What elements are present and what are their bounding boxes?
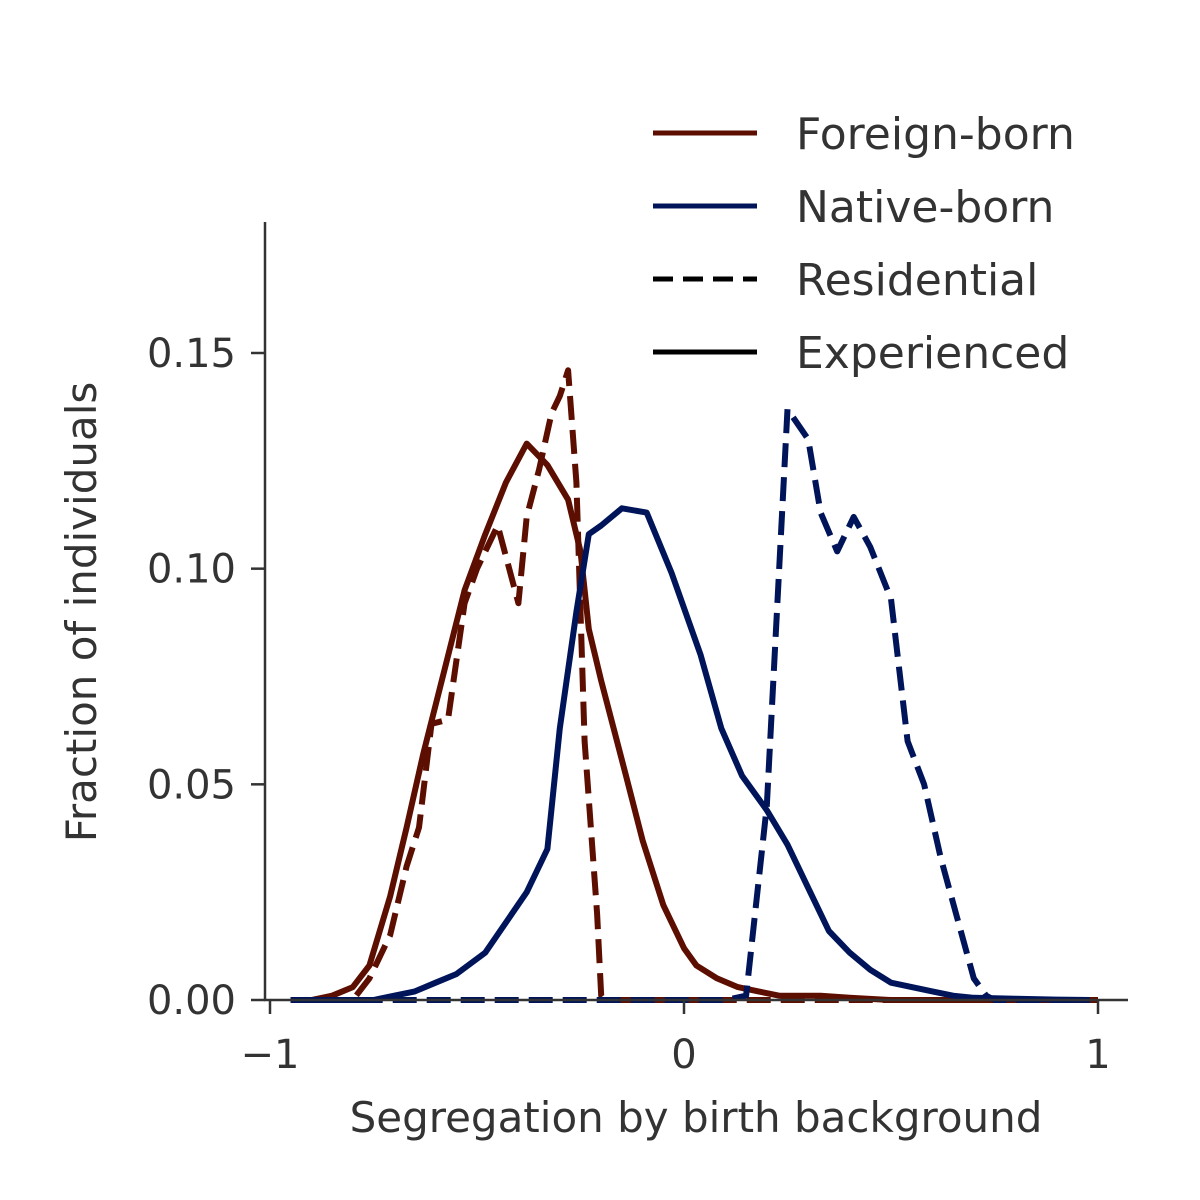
legend-label: Native-born: [796, 182, 1054, 233]
legend-entry: Native-born: [653, 182, 1054, 233]
legend-entry: Residential: [653, 255, 1038, 306]
legend-label: Experienced: [796, 328, 1069, 379]
foreign-born-experienced-line: [290, 440, 1090, 1003]
series-layer: [290, 367, 1098, 1003]
y-tick-label: 0.10: [147, 547, 236, 593]
native-born-experienced-line: [290, 505, 1090, 1003]
legend-entry: Foreign-born: [653, 109, 1075, 160]
legend-label: Foreign-born: [796, 109, 1075, 160]
x-tick-label: −1: [241, 1032, 300, 1078]
foreign-born-residential-line: [290, 367, 1098, 1003]
legend-entry: Experienced: [653, 328, 1069, 379]
x-tick-label: 0: [671, 1032, 696, 1078]
y-tick-label: 0.00: [147, 978, 236, 1024]
native-born-residential-line: [290, 406, 1090, 1003]
y-tick-label: 0.15: [147, 331, 236, 377]
ticks-layer: −1 0 1 0.00 0.05 0.10 0.15: [147, 331, 1111, 1078]
y-tick-label: 0.05: [147, 762, 236, 808]
x-tick-label: 1: [1085, 1032, 1110, 1078]
legend-label: Residential: [796, 255, 1038, 306]
legend: Foreign-born Native-born Residential Experi…: [653, 109, 1075, 379]
x-axis-label: Segregation by birth background: [350, 1093, 1043, 1142]
y-axis-label: Fraction of individuals: [57, 382, 106, 843]
